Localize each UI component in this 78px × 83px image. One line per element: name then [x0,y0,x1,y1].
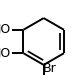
Text: Br: Br [43,62,57,75]
Text: HO: HO [0,23,11,36]
Text: HO: HO [0,47,11,60]
